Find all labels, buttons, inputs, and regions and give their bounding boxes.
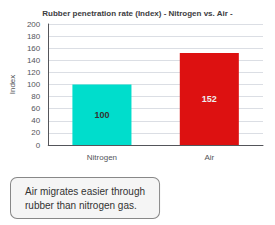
svg-text:180: 180 (27, 32, 41, 41)
svg-text:80: 80 (31, 92, 40, 101)
svg-text:120: 120 (27, 68, 41, 77)
svg-text:140: 140 (27, 56, 41, 65)
svg-text:Air: Air (204, 153, 214, 162)
svg-text:Rubber penetration rate (Index: Rubber penetration rate (Index) - Nitrog… (42, 9, 233, 18)
svg-text:Index: Index (8, 75, 17, 95)
svg-text:Air migrates easier through: Air migrates easier through (25, 186, 145, 197)
svg-text:160: 160 (27, 44, 41, 53)
svg-text:40: 40 (31, 116, 40, 125)
svg-text:rubber than nitrogen gas.: rubber than nitrogen gas. (25, 200, 137, 211)
svg-text:200: 200 (27, 20, 41, 29)
svg-text:152: 152 (202, 94, 217, 104)
svg-text:0: 0 (36, 141, 41, 150)
svg-text:100: 100 (94, 110, 109, 120)
svg-text:Nitrogen: Nitrogen (87, 153, 117, 162)
svg-text:20: 20 (31, 128, 40, 137)
svg-text:60: 60 (31, 104, 40, 113)
svg-text:100: 100 (27, 80, 41, 89)
